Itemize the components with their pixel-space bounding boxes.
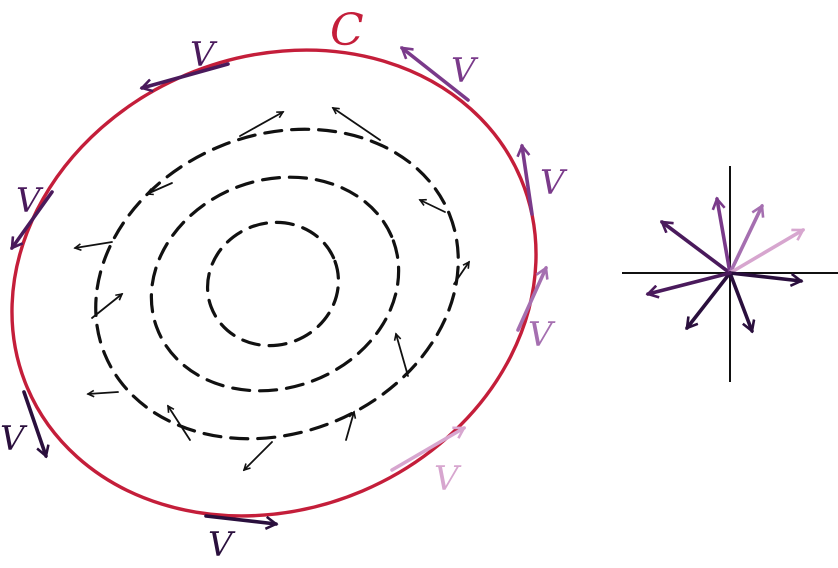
small-arrow (345, 412, 354, 441)
origin-vector (728, 271, 801, 281)
small-field-arrows (75, 108, 469, 470)
vector-label: V (451, 51, 479, 91)
origin-vector (717, 199, 732, 275)
dashed-curve-middle (149, 175, 401, 393)
small-arrow (168, 406, 191, 441)
tangent-vector (142, 62, 230, 88)
dashed-flow-curves (94, 127, 460, 441)
vector-label: V (528, 315, 556, 355)
origin-vector (728, 206, 762, 275)
small-arrow (420, 200, 446, 213)
vector-label: V (16, 181, 44, 221)
curve-c (10, 48, 538, 518)
tangent-vector (390, 426, 464, 472)
tangent-vector (204, 514, 276, 524)
small-arrow (75, 241, 113, 248)
vector-label: V (434, 459, 462, 499)
vector-label: V (208, 525, 236, 565)
small-arrow (333, 108, 381, 141)
small-arrow (244, 441, 273, 470)
dashed-curve-inner (205, 220, 341, 348)
tangent-vector (516, 268, 546, 332)
origin-vector (648, 271, 732, 294)
small-arrow (91, 294, 122, 319)
origin-vector (685, 271, 732, 328)
tangent-vector (402, 46, 470, 102)
small-arrow (396, 334, 409, 377)
vector-labels: V V V V V V V V (0, 35, 568, 565)
vector-label: V (190, 35, 218, 75)
origin-vector (728, 228, 803, 275)
vector-label: V (540, 163, 568, 203)
small-arrow (453, 262, 469, 285)
small-arrow (147, 182, 173, 194)
small-arrow (239, 111, 283, 137)
curve-c-label: C (330, 5, 364, 56)
tangent-vector (22, 390, 46, 456)
vector-label: V (0, 419, 28, 459)
dashed-curve-outer (94, 127, 460, 441)
origin-vector (728, 271, 752, 331)
tangent-vectors (10, 46, 546, 524)
tangent-vector (10, 190, 54, 248)
origin-vector (662, 220, 732, 275)
small-arrow (88, 392, 119, 394)
vectors-at-origin (648, 199, 803, 331)
tangent-vector (522, 146, 534, 216)
